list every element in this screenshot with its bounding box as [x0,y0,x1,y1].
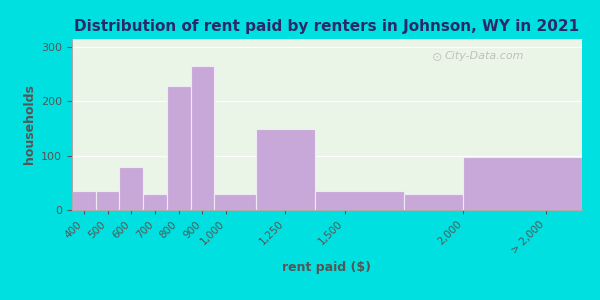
Bar [256,129,315,210]
Y-axis label: households: households [23,85,35,164]
X-axis label: rent paid ($): rent paid ($) [283,261,371,274]
Bar [315,191,404,210]
Title: Distribution of rent paid by renters in Johnson, WY in 2021: Distribution of rent paid by renters in … [74,19,580,34]
Bar [96,191,119,210]
Bar [463,157,582,210]
Bar [191,66,214,210]
Bar [404,194,463,210]
Bar [72,191,96,210]
Bar [214,194,256,210]
Bar [119,167,143,210]
Bar [143,194,167,210]
Text: City-Data.com: City-Data.com [444,51,524,61]
Text: ⊙: ⊙ [431,51,442,64]
Bar [167,86,191,210]
